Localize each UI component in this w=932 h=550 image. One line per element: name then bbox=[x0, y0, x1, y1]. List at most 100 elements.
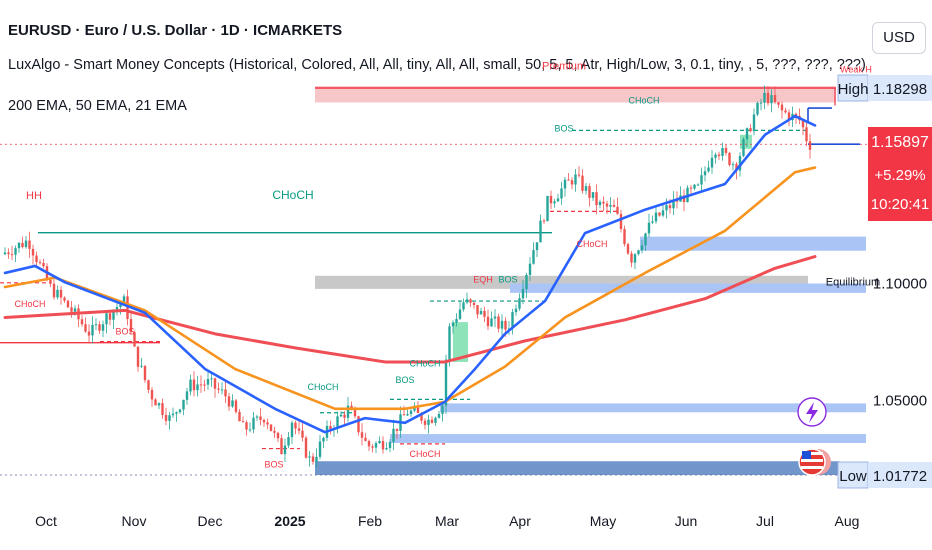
price-level: 1.05000 bbox=[873, 392, 927, 409]
candle-body bbox=[682, 195, 686, 203]
candle-body bbox=[409, 410, 413, 415]
candle-body bbox=[346, 405, 350, 418]
smc-label: CHoCH bbox=[272, 188, 313, 202]
candle-body bbox=[584, 186, 588, 191]
candle-body bbox=[518, 298, 521, 309]
lightning-icon bbox=[797, 397, 827, 427]
x-axis-label: Jun bbox=[675, 513, 698, 529]
candle-body bbox=[406, 414, 409, 416]
lightning-icon-bolt bbox=[806, 402, 818, 423]
candle-body bbox=[395, 428, 399, 431]
candle-body bbox=[805, 127, 808, 142]
candle-body bbox=[304, 437, 308, 458]
event-icons[interactable] bbox=[797, 397, 831, 476]
candle-body bbox=[553, 201, 556, 204]
candle-body bbox=[315, 456, 318, 462]
candle-body bbox=[175, 412, 178, 414]
candle-body bbox=[738, 155, 742, 171]
candle-body bbox=[486, 316, 490, 327]
smc-label: CHoCH bbox=[409, 449, 440, 459]
candle-body bbox=[427, 419, 430, 425]
candle-body bbox=[157, 403, 161, 406]
order-block bbox=[440, 403, 866, 413]
candle-body bbox=[122, 296, 126, 305]
candle-body bbox=[297, 428, 301, 431]
candle-body bbox=[80, 319, 84, 325]
candle-body bbox=[801, 120, 805, 128]
candle-body bbox=[763, 92, 766, 103]
x-axis-label: Dec bbox=[198, 513, 223, 529]
us-flag-icon-stripe bbox=[801, 452, 823, 455]
candle-body bbox=[752, 114, 756, 132]
candle-body bbox=[476, 305, 479, 315]
candle-body bbox=[777, 102, 780, 105]
us-flag-icon bbox=[798, 448, 831, 476]
candle-body bbox=[73, 308, 77, 312]
high-value-bg bbox=[868, 75, 932, 101]
candle-body bbox=[402, 414, 406, 416]
candle-body bbox=[626, 244, 630, 254]
candle-body bbox=[52, 283, 56, 298]
candle-body bbox=[273, 430, 276, 433]
discount-zone bbox=[315, 461, 840, 476]
us-flag-icon-canton bbox=[802, 451, 811, 459]
candle-body bbox=[182, 399, 185, 410]
candle-body bbox=[203, 384, 206, 386]
candle-body bbox=[199, 384, 203, 386]
candle-body bbox=[94, 324, 98, 326]
candle-body bbox=[773, 95, 777, 103]
candle-body bbox=[731, 164, 735, 166]
smc-label: BOS bbox=[498, 274, 517, 284]
candle-body bbox=[434, 417, 437, 423]
candle-body bbox=[570, 180, 574, 185]
candle-body bbox=[112, 309, 115, 320]
candle-body bbox=[248, 429, 252, 431]
x-axis-label: Mar bbox=[435, 513, 459, 529]
candle-body bbox=[563, 179, 567, 189]
current-price: 1.15897 bbox=[871, 134, 929, 151]
chart-title: EURUSD · Euro / U.S. Dollar · 1D · ICMAR… bbox=[8, 22, 343, 39]
candle-body bbox=[640, 245, 644, 251]
candle-body bbox=[252, 417, 255, 430]
candle-body bbox=[525, 275, 528, 290]
candle-body bbox=[490, 318, 493, 327]
candle-body bbox=[161, 403, 164, 415]
candle-body bbox=[24, 240, 28, 247]
indicator-legend[interactable]: LuxAlgo - Smart Money Concepts (Historic… bbox=[8, 57, 866, 73]
candle-body bbox=[539, 220, 542, 243]
candle-body bbox=[724, 147, 728, 153]
candle-body bbox=[360, 432, 364, 438]
candle-body bbox=[259, 416, 262, 420]
candle-body bbox=[322, 437, 325, 442]
candle-body bbox=[63, 297, 66, 301]
candle-body bbox=[605, 203, 609, 207]
candle-body bbox=[105, 313, 108, 325]
candle-body bbox=[220, 389, 224, 391]
candle-body bbox=[301, 430, 304, 438]
candle-body bbox=[343, 414, 346, 418]
candle-body bbox=[154, 399, 157, 406]
candle-body bbox=[661, 210, 665, 216]
candle-body bbox=[108, 313, 112, 320]
candle-body bbox=[168, 415, 171, 421]
x-axis-label: Nov bbox=[122, 513, 147, 529]
candle-body bbox=[637, 250, 640, 255]
currency-button[interactable]: USD bbox=[872, 22, 926, 54]
candle-body bbox=[234, 400, 238, 412]
candle-body bbox=[735, 164, 738, 171]
candle-body bbox=[700, 175, 703, 185]
candle-body bbox=[444, 359, 448, 406]
ema-legend[interactable]: 200 EMA, 50 EMA, 21 EMA bbox=[8, 98, 187, 114]
candle-body bbox=[588, 186, 591, 198]
candle-body bbox=[703, 171, 707, 176]
candle-body bbox=[598, 201, 602, 206]
candle-body bbox=[171, 413, 175, 416]
candle-body bbox=[581, 175, 584, 191]
candle-body bbox=[437, 413, 441, 418]
fair-value-gap bbox=[453, 322, 468, 362]
candle-body bbox=[532, 250, 535, 264]
candle-body bbox=[504, 320, 507, 330]
smc-label: EQH bbox=[473, 274, 493, 284]
